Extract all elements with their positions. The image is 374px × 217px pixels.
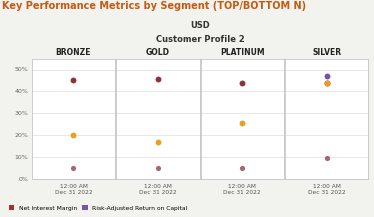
- Point: [70, 79, 76, 82]
- Point: [239, 166, 245, 170]
- Text: USD: USD: [190, 21, 210, 30]
- Text: PLATINUM: PLATINUM: [220, 48, 265, 57]
- Text: BRONZE: BRONZE: [56, 48, 91, 57]
- Text: 30%: 30%: [15, 111, 28, 116]
- Text: 0%: 0%: [19, 176, 28, 182]
- Point: [239, 122, 245, 125]
- Point: [324, 81, 330, 84]
- Text: 50%: 50%: [15, 67, 28, 72]
- Text: GOLD: GOLD: [146, 48, 170, 57]
- Text: Key Performance Metrics by Segment (TOP/BOTTOM N): Key Performance Metrics by Segment (TOP/…: [2, 1, 306, 11]
- Point: [324, 81, 330, 84]
- Text: SILVER: SILVER: [312, 48, 341, 57]
- Point: [324, 156, 330, 160]
- Text: Customer Profile 2: Customer Profile 2: [156, 35, 245, 44]
- Point: [70, 166, 76, 170]
- Point: [324, 74, 330, 78]
- Point: [155, 166, 161, 170]
- Text: 40%: 40%: [15, 89, 28, 94]
- Point: [70, 133, 76, 137]
- Point: [239, 81, 245, 84]
- Point: [155, 140, 161, 143]
- Text: 10%: 10%: [15, 155, 28, 160]
- Legend: Net Interest Margin, Risk-Adjusted Return on Capital: Net Interest Margin, Risk-Adjusted Retur…: [7, 203, 190, 213]
- Text: 20%: 20%: [15, 133, 28, 138]
- Point: [155, 78, 161, 81]
